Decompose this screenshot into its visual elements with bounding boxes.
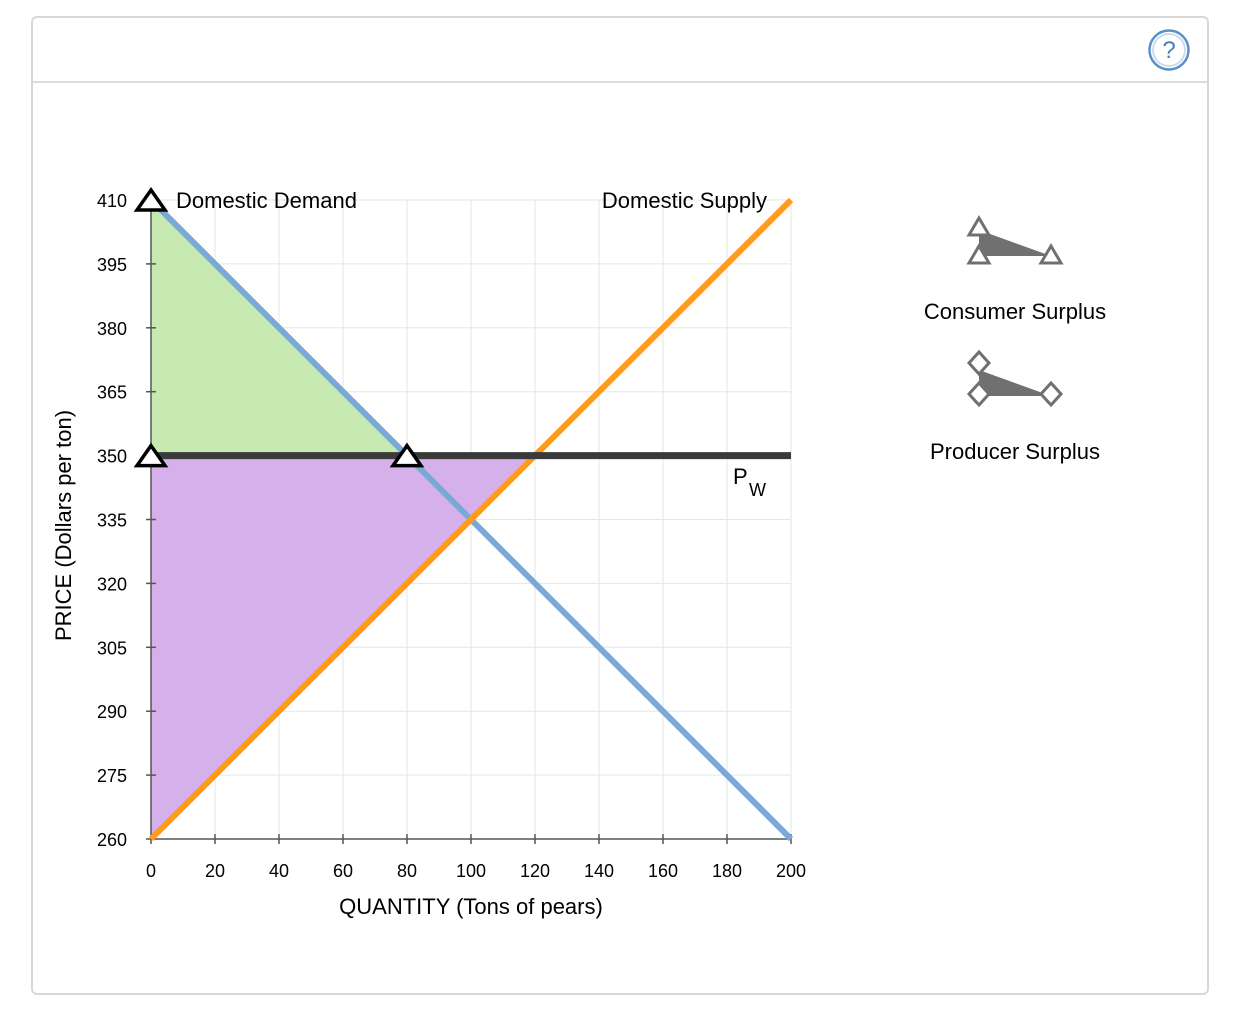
- domestic-supply-label: Domestic Supply: [602, 188, 767, 213]
- y-tick-label: 350: [97, 447, 127, 467]
- y-tick-label: 305: [97, 638, 127, 658]
- chart-labels: QUANTITY (Tons of pears) PRICE (Dollars p…: [51, 188, 767, 919]
- y-tick-label: 410: [97, 191, 127, 211]
- y-tick-label: 380: [97, 319, 127, 339]
- triangle-area-tool-icon: [966, 215, 1064, 265]
- help-button[interactable]: ?: [1147, 28, 1191, 72]
- x-tick-label: 0: [146, 861, 156, 881]
- x-tick-label: 200: [776, 861, 806, 881]
- y-tick-label: 395: [97, 255, 127, 275]
- y-axis-label: PRICE (Dollars per ton): [51, 410, 76, 641]
- producer-surplus-tool[interactable]: [955, 348, 1075, 412]
- domestic-supply-line[interactable]: [148, 197, 794, 842]
- curve-markers: [133, 186, 425, 468]
- panel-header: ?: [33, 18, 1207, 83]
- curve-point-marker[interactable]: [389, 442, 425, 468]
- x-tick-label: 20: [205, 861, 225, 881]
- x-tick-label: 60: [333, 861, 353, 881]
- x-tick-label: 40: [269, 861, 289, 881]
- diamond-area-tool-icon: [966, 349, 1064, 408]
- consumer-surplus-tool[interactable]: [955, 208, 1075, 272]
- x-tick-label: 180: [712, 861, 742, 881]
- y-tick-label: 260: [97, 830, 127, 850]
- y-tick-label: 365: [97, 383, 127, 403]
- y-tick-label: 335: [97, 511, 127, 531]
- axes: 0 20 40 60 80 100 120 140 160 180 200 260 275 290 305 3…: [97, 191, 806, 881]
- consumer-surplus-label: Consumer Surplus: [923, 299, 1107, 324]
- curve-point-marker[interactable]: [133, 186, 169, 212]
- world-price-subscript: W: [749, 480, 766, 500]
- y-tick-label: 275: [97, 766, 127, 786]
- x-tick-label: 80: [397, 861, 417, 881]
- help-symbol: ?: [1162, 37, 1175, 64]
- producer-surplus-label: Producer Surplus: [930, 439, 1100, 464]
- x-tick-label: 160: [648, 861, 678, 881]
- y-tick-label: 290: [97, 702, 127, 722]
- x-tick-label: 100: [456, 861, 486, 881]
- world-price-label: P: [733, 464, 748, 489]
- domestic-demand-label: Domestic Demand: [176, 188, 357, 213]
- curves: [148, 197, 794, 842]
- x-tick-label: 140: [584, 861, 614, 881]
- question-circle-icon: [1148, 29, 1190, 71]
- x-axis-label: QUANTITY (Tons of pears): [339, 894, 603, 919]
- curve-point-marker[interactable]: [133, 442, 169, 468]
- y-tick-label: 320: [97, 574, 127, 594]
- x-tick-label: 120: [520, 861, 550, 881]
